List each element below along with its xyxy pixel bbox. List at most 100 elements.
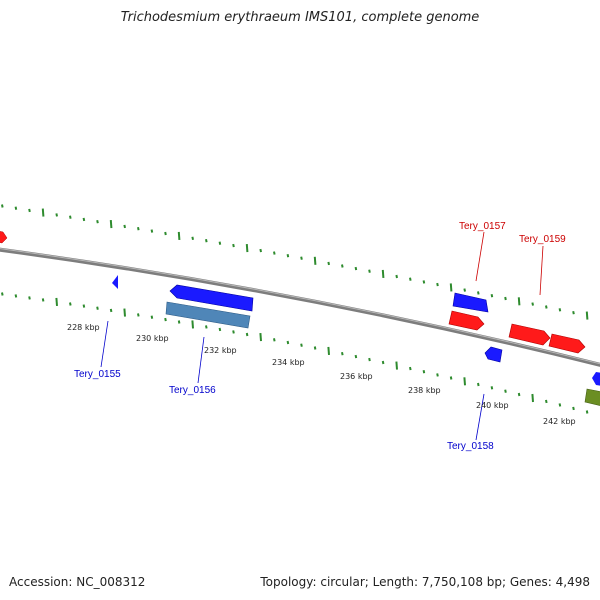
accession-text: Accession: NC_008312 xyxy=(9,575,146,589)
major-tick xyxy=(109,220,113,229)
scale-label: 240 kbp xyxy=(476,401,509,410)
minor-tick xyxy=(82,217,86,222)
minor-tick xyxy=(286,340,290,345)
gene-arrow-red-small[interactable] xyxy=(448,310,485,331)
minor-tick xyxy=(368,269,371,273)
scale-label: 236 kbp xyxy=(340,372,373,381)
minor-tick xyxy=(245,332,249,337)
minor-tick xyxy=(313,346,317,350)
gene-bar-partial-right-olive[interactable] xyxy=(584,388,600,406)
genome-backbone-highlight xyxy=(0,248,600,365)
minor-tick xyxy=(558,308,562,312)
gene-arrow-tery-0157[interactable] xyxy=(452,292,489,313)
minor-tick xyxy=(205,239,208,243)
minor-tick xyxy=(395,274,398,279)
minor-tick xyxy=(354,266,358,271)
minor-tick xyxy=(259,248,262,253)
minor-tick xyxy=(109,308,113,313)
major-tick xyxy=(449,283,453,292)
major-tick xyxy=(381,269,385,278)
minor-tick xyxy=(205,325,208,329)
minor-tick xyxy=(41,298,45,302)
minor-tick xyxy=(82,304,86,308)
minor-tick xyxy=(558,403,562,407)
minor-tick xyxy=(273,251,276,255)
minor-tick xyxy=(490,386,494,390)
gene-arrow-tery-0156[interactable] xyxy=(169,284,254,312)
minor-tick xyxy=(137,313,140,317)
gene-label-tery-0157[interactable]: Tery_0157 xyxy=(459,221,506,232)
major-tick xyxy=(191,320,194,329)
minor-tick xyxy=(354,354,358,359)
minor-tick xyxy=(69,215,72,219)
gene-arrow-partial-left[interactable] xyxy=(0,231,8,244)
minor-tick xyxy=(477,382,480,387)
gene-label-tery-0159[interactable]: Tery_0159 xyxy=(519,234,566,245)
gene-arrow-tery-0159-b[interactable] xyxy=(548,333,586,354)
gene-arrow-partial-right-blue[interactable] xyxy=(592,372,600,386)
minor-tick xyxy=(545,305,548,309)
gene-arrow-tery-0158[interactable] xyxy=(484,346,503,363)
inner-tick-row xyxy=(1,292,589,414)
scale-label: 230 kbp xyxy=(136,334,169,343)
major-tick xyxy=(585,311,589,320)
scale-label: 232 kbp xyxy=(204,346,237,355)
gene-label-tery-0158[interactable]: Tery_0158 xyxy=(447,441,494,452)
major-tick xyxy=(55,297,58,306)
scale-label: 242 kbp xyxy=(543,417,576,426)
minor-tick xyxy=(463,288,466,292)
major-tick xyxy=(313,256,317,265)
minor-tick xyxy=(300,256,303,260)
callout-line-tery-0157 xyxy=(475,231,485,282)
major-tick xyxy=(517,297,521,306)
minor-tick xyxy=(150,229,154,233)
minor-tick xyxy=(218,327,222,332)
scale-label: 234 kbp xyxy=(272,358,305,367)
major-tick xyxy=(463,377,466,386)
minor-tick xyxy=(191,236,194,240)
major-tick xyxy=(395,361,398,370)
minor-tick xyxy=(341,264,344,268)
minor-tick xyxy=(55,213,58,217)
minor-tick xyxy=(28,208,31,213)
minor-tick xyxy=(422,370,426,374)
minor-tick xyxy=(164,231,167,236)
minor-tick xyxy=(490,294,494,298)
major-tick xyxy=(259,333,262,342)
minor-tick xyxy=(422,280,426,284)
outer-tick-row xyxy=(1,204,589,320)
gene-callouts xyxy=(100,231,544,441)
minor-tick xyxy=(123,224,126,229)
minor-tick xyxy=(531,302,534,306)
minor-tick xyxy=(1,204,4,208)
minor-tick xyxy=(300,343,303,347)
major-tick xyxy=(123,308,126,317)
minor-tick xyxy=(232,330,235,334)
minor-tick xyxy=(517,392,521,397)
genome-summary-text: Topology: circular; Length: 7,750,108 bp… xyxy=(260,575,590,589)
minor-tick xyxy=(381,360,385,365)
minor-tick xyxy=(341,352,344,356)
gene-bar-tery-0156-rna[interactable] xyxy=(165,301,251,329)
callout-line-tery-0158 xyxy=(475,393,485,441)
gene-arrow-tery-0159-a[interactable] xyxy=(508,323,551,346)
minor-tick xyxy=(69,302,72,306)
minor-tick xyxy=(164,317,167,322)
gene-label-tery-0155[interactable]: Tery_0155 xyxy=(74,369,121,380)
gene-label-tery-0156[interactable]: Tery_0156 xyxy=(169,385,216,396)
minor-tick xyxy=(14,294,18,298)
gene-features xyxy=(0,231,600,406)
minor-tick xyxy=(409,277,412,281)
minor-tick xyxy=(232,243,235,248)
callout-line-tery-0155 xyxy=(100,320,109,368)
minor-tick xyxy=(477,291,480,295)
minor-tick xyxy=(436,282,439,287)
major-tick xyxy=(177,231,181,240)
gene-arrow-tery-0155[interactable] xyxy=(112,275,118,289)
minor-tick xyxy=(572,406,575,411)
minor-tick xyxy=(545,399,548,404)
major-tick xyxy=(531,393,534,403)
minor-tick xyxy=(409,366,412,371)
minor-tick xyxy=(96,306,99,310)
